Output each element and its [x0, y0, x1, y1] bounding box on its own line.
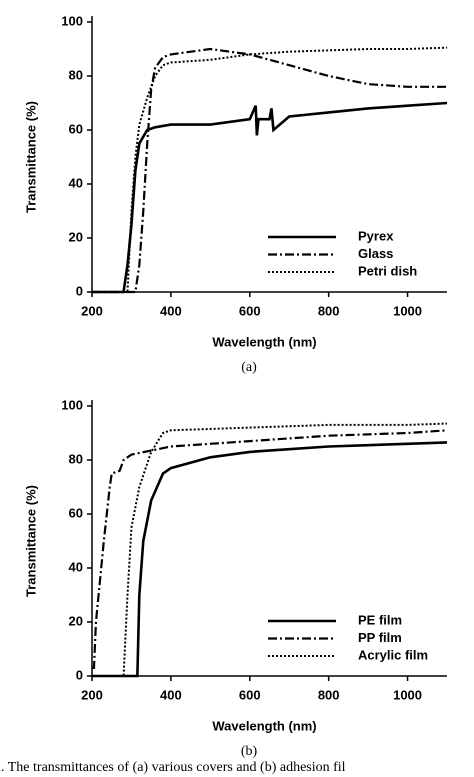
- x-tick-label: 800: [318, 687, 340, 702]
- x-tick-label: 400: [160, 687, 182, 702]
- series-line: [92, 429, 448, 669]
- y-tick-label: 60: [69, 121, 83, 136]
- legend-label: Acrylic film: [358, 647, 428, 662]
- x-tick-label: 600: [239, 687, 261, 702]
- series-line: [92, 441, 448, 678]
- panel-label: (a): [241, 360, 257, 375]
- y-tick-label: 40: [69, 559, 83, 574]
- legend-label: Petri dish: [358, 263, 417, 278]
- x-tick-label: 1000: [393, 687, 422, 702]
- y-tick-label: 60: [69, 505, 83, 520]
- series-line: [92, 47, 447, 294]
- series-line: [92, 422, 448, 677]
- legend-label: Glass: [358, 246, 393, 261]
- caption: 2. The transmittances of (a) various cov…: [0, 760, 346, 775]
- y-tick-label: 0: [76, 283, 83, 298]
- x-tick-label: 200: [81, 303, 103, 318]
- y-tick-label: 100: [61, 13, 83, 28]
- y-tick-label: 40: [69, 175, 83, 190]
- y-tick-label: 0: [76, 667, 83, 682]
- x-tick-label: 800: [318, 303, 340, 318]
- y-axis-label: Transmittance (%): [23, 485, 38, 597]
- x-tick-label: 1000: [393, 303, 422, 318]
- x-tick-label: 200: [81, 687, 103, 702]
- x-axis-label: Wavelength (nm): [212, 718, 316, 733]
- x-tick-label: 400: [160, 303, 182, 318]
- y-tick-label: 20: [69, 613, 83, 628]
- legend-label: PP film: [358, 630, 402, 645]
- series-line: [92, 101, 448, 294]
- legend-label: PE film: [358, 612, 402, 627]
- y-axis-label: Transmittance (%): [23, 101, 38, 213]
- series-line: [92, 46, 448, 293]
- y-tick-label: 80: [69, 451, 83, 466]
- x-axis-label: Wavelength (nm): [212, 334, 316, 349]
- legend-label: Pyrex: [358, 228, 394, 243]
- y-tick-label: 80: [69, 67, 83, 82]
- panel-label: (b): [241, 744, 258, 759]
- y-tick-label: 20: [69, 229, 83, 244]
- y-tick-label: 100: [61, 397, 83, 412]
- x-tick-label: 600: [239, 303, 261, 318]
